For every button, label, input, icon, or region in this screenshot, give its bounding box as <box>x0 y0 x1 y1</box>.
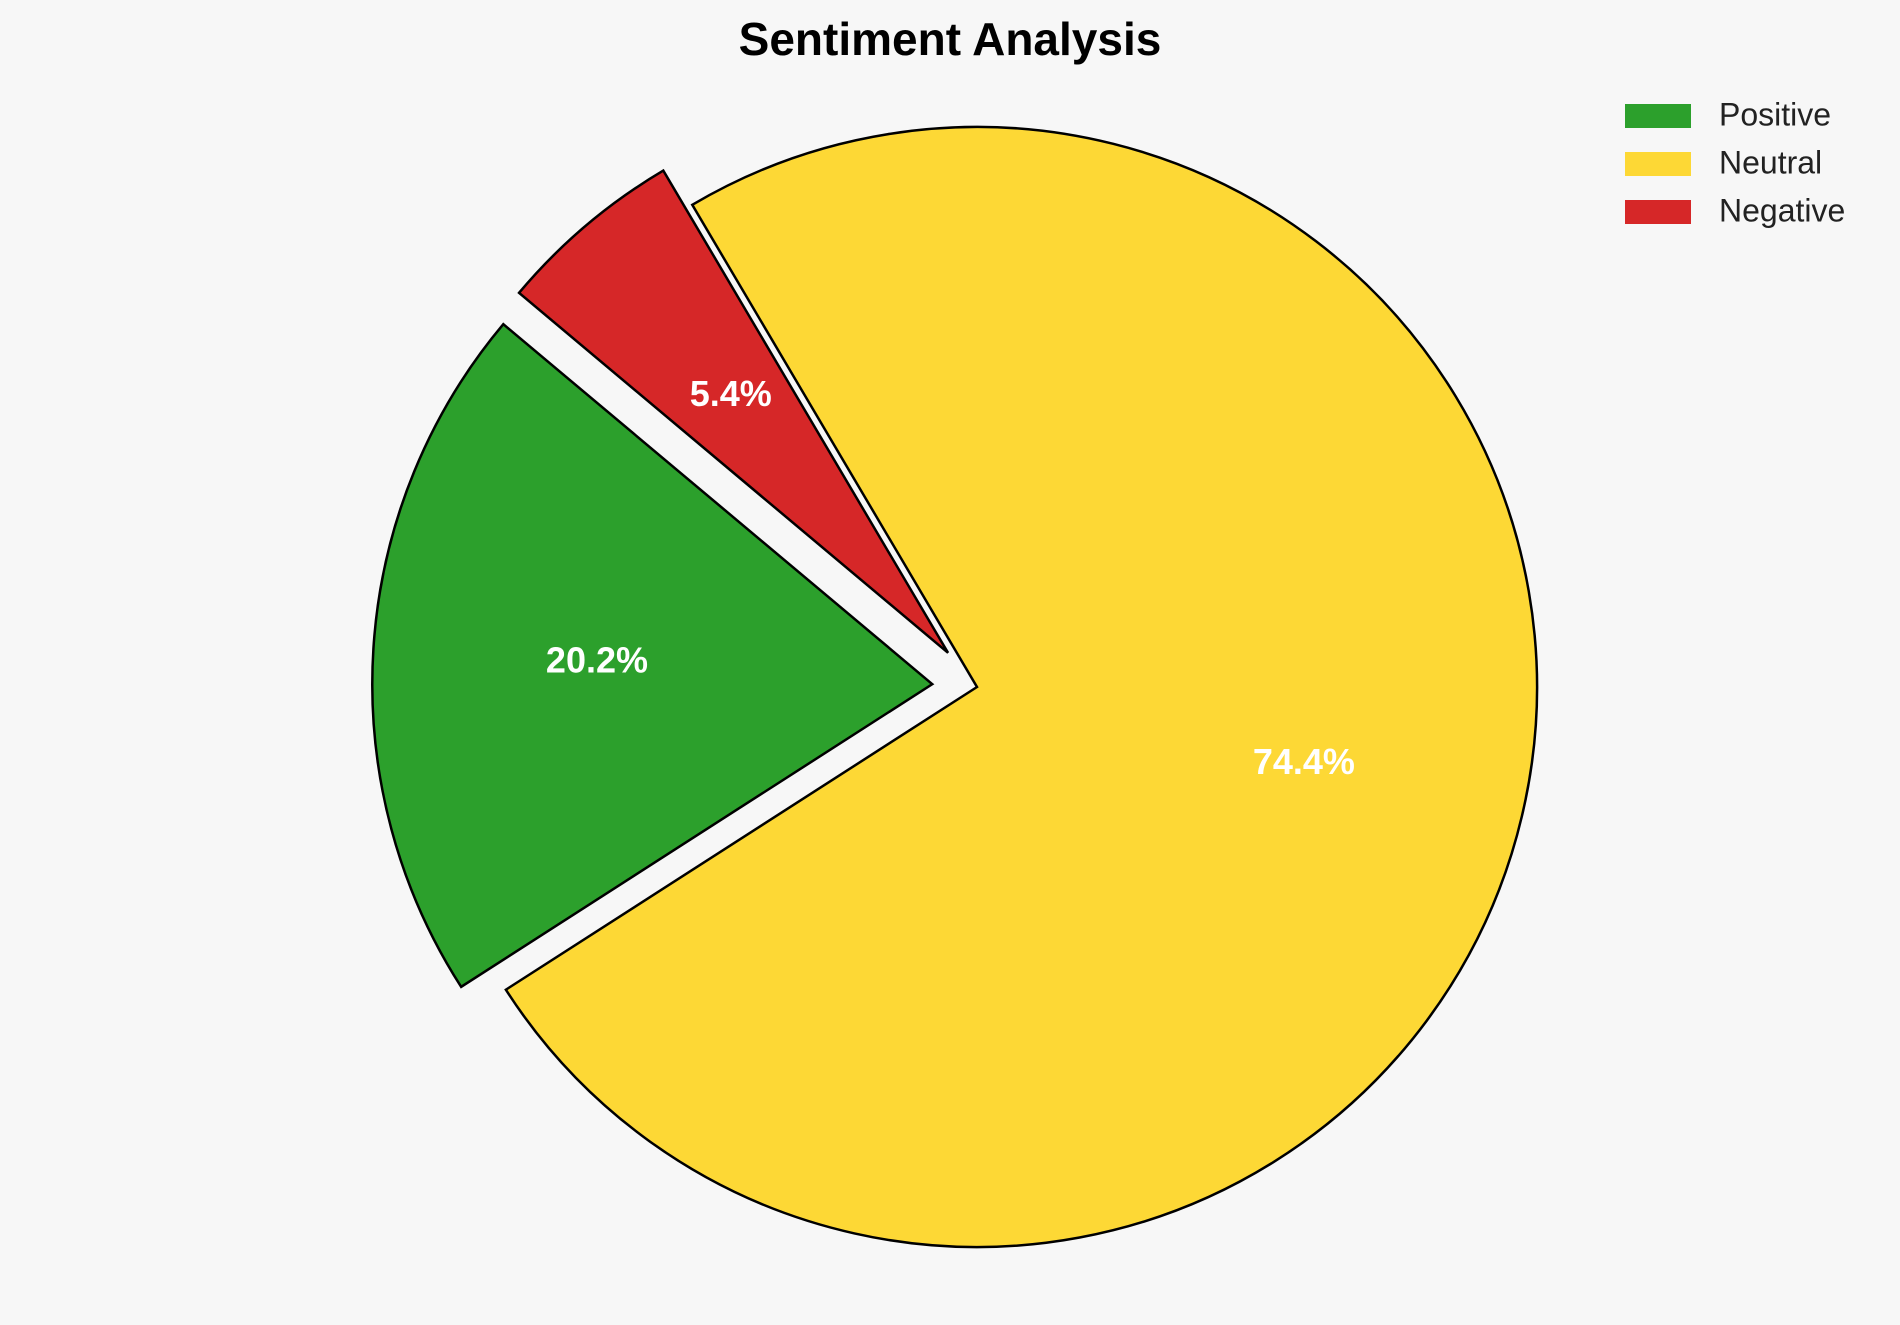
slice-label-neutral: 74.4% <box>1253 741 1355 782</box>
legend-label-neutral: Neutral <box>1719 144 1822 180</box>
pie-slices <box>371 125 1539 1249</box>
pie-slice-negative <box>517 168 950 654</box>
legend-swatch-positive <box>1625 104 1691 128</box>
slice-label-negative: 5.4% <box>690 373 772 414</box>
legend: Positive Neutral Negative <box>1625 96 1845 228</box>
legend-item-negative: Negative <box>1625 192 1845 228</box>
legend-label-positive: Positive <box>1719 96 1831 132</box>
pie-slice-labels: 20.2% 74.4% 5.4% <box>546 373 1355 782</box>
pie-slice-neutral <box>504 125 1539 1249</box>
legend-item-positive: Positive <box>1625 96 1831 132</box>
legend-item-neutral: Neutral <box>1625 144 1822 180</box>
legend-swatch-neutral <box>1625 152 1691 176</box>
pie-slice-positive <box>371 322 935 989</box>
slice-label-positive: 20.2% <box>546 639 648 680</box>
legend-swatch-negative <box>1625 200 1691 224</box>
legend-label-negative: Negative <box>1719 192 1845 228</box>
chart-title: Sentiment Analysis <box>739 13 1162 65</box>
